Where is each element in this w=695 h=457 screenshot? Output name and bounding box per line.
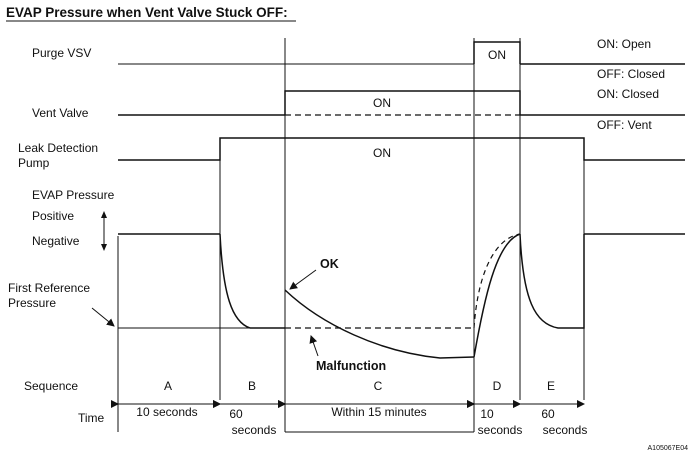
- sequence-row: Sequence A B C D E: [24, 379, 555, 393]
- time-label: Time: [78, 411, 105, 425]
- leak-pump-label-2: Pump: [18, 156, 50, 170]
- leak-pump-row: Leak Detection Pump ON: [18, 137, 685, 170]
- time-b-2: seconds: [232, 423, 277, 437]
- evap-pressure-label: EVAP Pressure: [32, 188, 115, 202]
- purge-vsv-row: Purge VSV ON ON: Open OFF: Closed: [32, 37, 685, 81]
- positive-label: Positive: [32, 209, 74, 223]
- vent-off-legend: OFF: Vent: [597, 118, 652, 132]
- leak-pump-label-1: Leak Detection: [18, 141, 98, 155]
- ok-pointer: [289, 269, 317, 290]
- sequence-label: Sequence: [24, 379, 78, 393]
- neg-arrow-icon: [101, 244, 107, 251]
- time-b-1: 60: [229, 407, 243, 421]
- phase-d-dashed-curve: [473, 233, 521, 329]
- sequence-a: A: [164, 379, 172, 393]
- pump-on-text: ON: [373, 146, 391, 160]
- time-d-2: seconds: [478, 423, 523, 437]
- malfunction-curve: [284, 289, 475, 359]
- diagram-title: EVAP Pressure when Vent Valve Stuck OFF:: [6, 5, 288, 20]
- malfunction-label: Malfunction: [316, 359, 386, 373]
- phase-d-solid-curve: [473, 233, 521, 358]
- time-a: 10 seconds: [136, 405, 197, 419]
- ok-label: OK: [320, 257, 339, 271]
- leak-pump-signal: [118, 137, 685, 161]
- vent-on-text: ON: [373, 96, 391, 110]
- purge-off-legend: OFF: Closed: [597, 67, 665, 81]
- time-e-2: seconds: [543, 423, 588, 437]
- sequence-b: B: [248, 379, 256, 393]
- vent-on-legend: ON: Closed: [597, 87, 659, 101]
- evap-pressure-section: EVAP Pressure Positive Negative First Re…: [8, 188, 685, 373]
- phase-b-pressure-drop: [219, 233, 251, 329]
- figure-id: A105067E04: [648, 445, 689, 452]
- time-d-1: 10: [480, 407, 494, 421]
- pos-arrow-icon: [101, 211, 107, 218]
- purge-vsv-label: Purge VSV: [32, 46, 91, 60]
- purge-on-text: ON: [488, 48, 506, 62]
- sequence-c: C: [374, 379, 383, 393]
- sequence-d: D: [493, 379, 502, 393]
- malfunction-pointer: [309, 335, 319, 357]
- vent-on-pulse: [284, 90, 521, 115]
- vent-valve-row: Vent Valve ON ON: Closed OFF: Vent: [32, 87, 685, 132]
- phase-e-pressure-curve: [519, 233, 585, 329]
- vent-valve-label: Vent Valve: [32, 106, 89, 120]
- time-c: Within 15 minutes: [331, 405, 426, 419]
- purge-vsv-on-pulse: [473, 41, 521, 64]
- first-ref-pointer: [91, 307, 115, 327]
- purge-on-legend: ON: Open: [597, 37, 651, 51]
- time-row: Time 10 seconds 60 seconds Within 15 min…: [78, 400, 588, 437]
- first-ref-label-2: Pressure: [8, 296, 56, 310]
- first-ref-label-1: First Reference: [8, 281, 90, 295]
- time-e-1: 60: [541, 407, 555, 421]
- negative-label: Negative: [32, 234, 80, 248]
- sequence-e: E: [547, 379, 555, 393]
